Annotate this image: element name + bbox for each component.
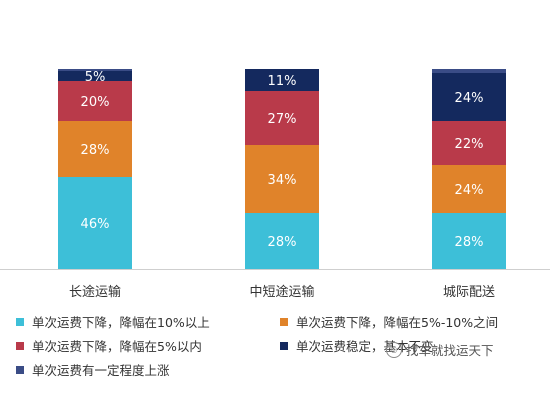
bar-segment [432, 69, 506, 73]
data-label: 11% [268, 74, 297, 89]
data-label: 24% [455, 183, 484, 198]
bar-segment [58, 121, 132, 177]
data-label: 28% [455, 235, 484, 250]
bar-segment [432, 121, 506, 165]
data-label: 28% [268, 235, 297, 250]
bar-segment [58, 81, 132, 121]
legend-item: 单次运费下降，降幅在10%以上 [16, 312, 210, 331]
watermark: ◎ 找车就找运天下 [386, 340, 494, 359]
bar-segment [432, 165, 506, 213]
data-label: 34% [268, 173, 297, 188]
bar-segment [245, 91, 319, 145]
legend-label: 单次运费有一定程度上涨 [32, 363, 170, 378]
data-label: 5% [85, 70, 106, 85]
bar-segment [58, 177, 132, 269]
legend-swatch [16, 365, 24, 374]
legend-label: 单次运费下降，降幅在10%以上 [32, 315, 210, 330]
legend-item: 单次运费有一定程度上涨 [16, 360, 170, 379]
bar-segment [58, 71, 132, 81]
data-label: 27% [268, 112, 297, 127]
bar-segment [245, 69, 319, 91]
bar-segment [432, 213, 506, 269]
legend-swatch [16, 317, 24, 326]
legend-swatch [16, 341, 24, 350]
category-label: 中短途运输 [249, 284, 314, 300]
bar-segment [245, 145, 319, 213]
data-label: 28% [81, 143, 110, 158]
category-label: 城际配送 [443, 285, 495, 300]
legend-swatch [280, 341, 288, 350]
legend-label: 单次运费下降，降幅在5%-10%之间 [296, 315, 499, 330]
data-label: 20% [81, 95, 110, 110]
legend-item: 单次运费下降，降幅在5%-10%之间 [280, 312, 498, 331]
legend-label: 单次运费下降，降幅在5%以内 [32, 339, 202, 354]
legend-item: 单次运费下降，降幅在5%以内 [16, 336, 202, 355]
data-label: 24% [455, 91, 484, 106]
category-label: 长途运输 [69, 284, 121, 300]
legend-swatch [280, 317, 288, 326]
data-label: 22% [455, 137, 484, 152]
watermark-text: 找车就找运天下 [406, 343, 494, 358]
bar-segment [432, 73, 506, 121]
data-label: 46% [81, 217, 110, 232]
watermark-logo-icon: ◎ [386, 341, 402, 358]
bar-segment [245, 213, 319, 269]
bar-segment [58, 69, 132, 71]
